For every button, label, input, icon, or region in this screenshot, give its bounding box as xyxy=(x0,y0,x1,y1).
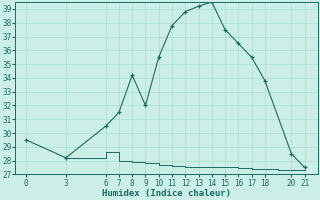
X-axis label: Humidex (Indice chaleur): Humidex (Indice chaleur) xyxy=(102,189,231,198)
